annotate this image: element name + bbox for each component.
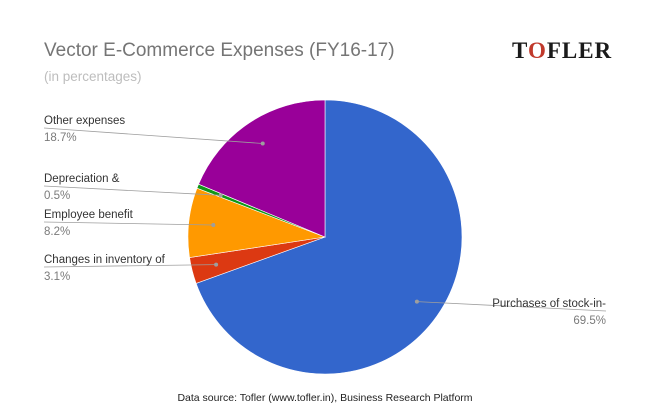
tofler-logo: TOFLER <box>512 38 613 63</box>
slice-value-label: 0.5% <box>44 190 70 202</box>
slice-label: Other expenses <box>44 115 125 127</box>
slice-value-label: 3.1% <box>44 271 70 283</box>
pie-slice <box>198 99 326 238</box>
leader-line <box>416 301 607 312</box>
leader-line <box>43 264 217 268</box>
pie-slices <box>187 99 463 375</box>
slice-value-label: 69.5% <box>573 315 606 327</box>
slice-value-label: 8.2% <box>44 226 70 238</box>
slice-labels: Purchases of stock-in- 69.5% Changes in in… <box>44 115 606 327</box>
chart-subtitle: (in percentages) <box>44 69 142 84</box>
slice-label: Purchases of stock-in- <box>492 298 606 310</box>
leader-line <box>43 221 214 226</box>
leader-lines <box>43 127 607 312</box>
slice-value-label: 18.7% <box>44 132 77 144</box>
chart-title: Vector E-Commerce Expenses (FY16-17) <box>44 40 395 61</box>
pie-slice <box>195 99 463 375</box>
slice-label: Depreciation & <box>44 173 120 185</box>
leader-line <box>43 185 221 196</box>
slice-label: Changes in inventory of <box>44 254 166 266</box>
slice-label: Employee benefit <box>44 209 134 221</box>
data-source-footer: Data source: Tofler (www.tofler.in), Bus… <box>177 392 473 404</box>
leader-line <box>43 127 263 144</box>
